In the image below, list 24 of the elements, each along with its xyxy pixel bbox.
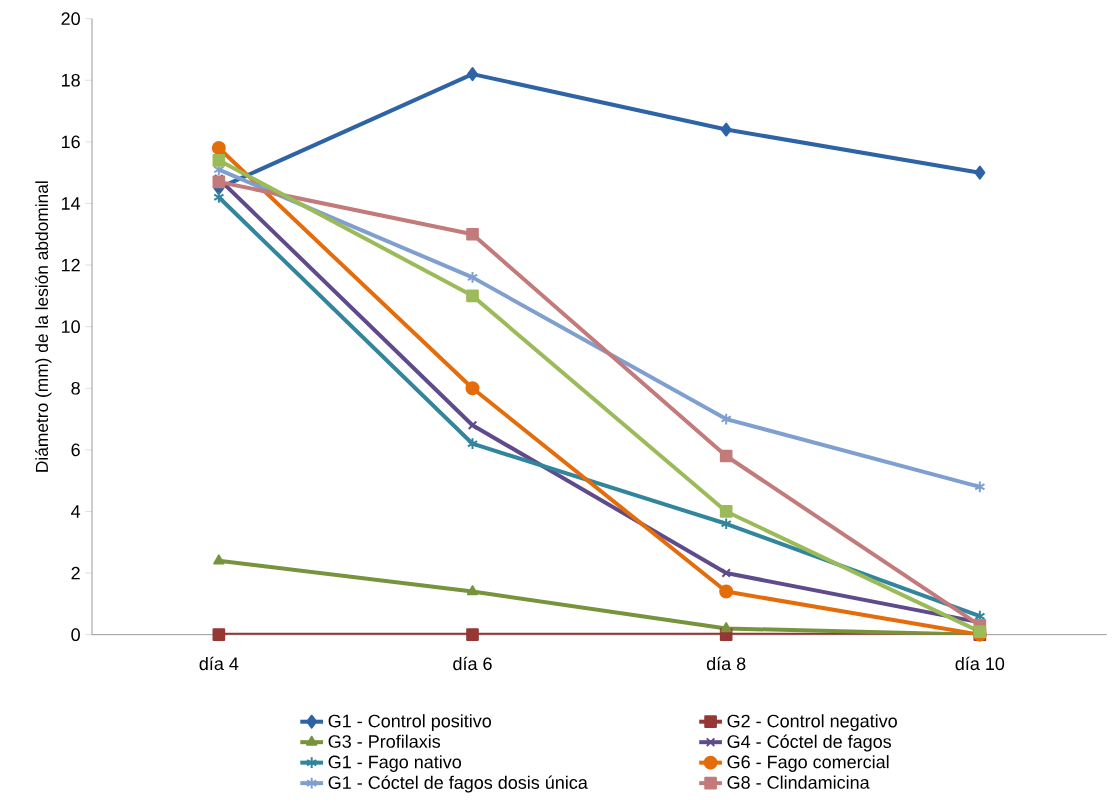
y-tick-label: 6 — [71, 443, 80, 457]
legend-label: G6 - Fago comercial — [727, 755, 889, 773]
legend-label: G8 - Clindamicina — [727, 775, 870, 789]
legend-label: G1 - Control positivo — [328, 714, 492, 732]
y-tick-label: 4 — [71, 505, 81, 518]
y-tick-label: 14 — [61, 197, 81, 210]
x-tick-label: día 4 — [199, 656, 239, 671]
y-tick-label: 0 — [71, 628, 80, 642]
y-tick-label: 8 — [71, 382, 80, 395]
y-tick-label: 12 — [61, 258, 80, 272]
y-axis-title: Diámetro (mm) de la lesión abdominal — [35, 181, 52, 472]
legend-label: G3 - Profilaxis — [328, 734, 441, 749]
x-tick-label: día 10 — [955, 656, 1005, 671]
y-tick-label: 2 — [71, 566, 80, 580]
y-tick-label: 18 — [61, 74, 80, 87]
y-tick-label: 10 — [61, 320, 80, 334]
legend-label: G1 - Cóctel de fagos dosis única — [328, 775, 588, 793]
x-tick-label: día 6 — [453, 656, 492, 671]
legend-label: G2 - Control negativo — [727, 714, 897, 732]
y-tick-label: 16 — [61, 135, 80, 149]
legend-label: G1 - Fago nativo — [328, 755, 462, 773]
legend-label: G4 - Cóctel de fagos — [727, 734, 892, 752]
y-tick-label: 20 — [61, 12, 80, 26]
x-tick-label: día 8 — [706, 656, 746, 671]
